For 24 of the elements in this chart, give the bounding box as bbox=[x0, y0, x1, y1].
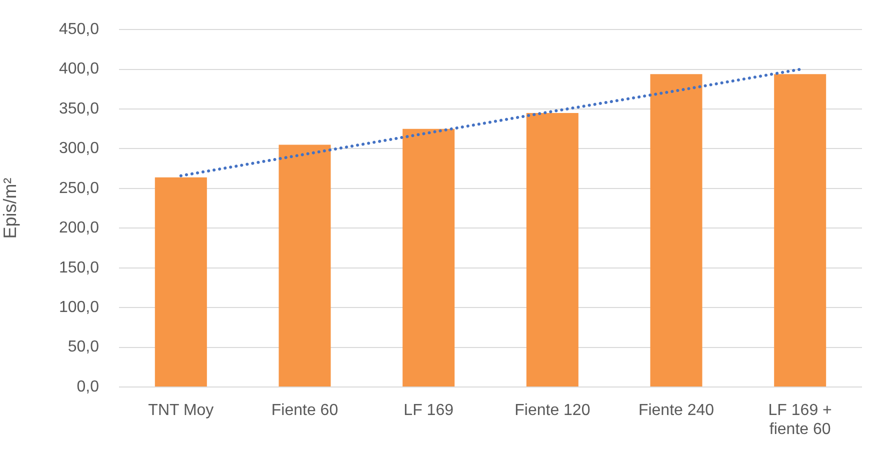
bar bbox=[650, 74, 702, 386]
x-tick-label: Fiente 120 bbox=[514, 402, 590, 420]
x-tick-label: LF 169 bbox=[404, 402, 454, 420]
bar bbox=[402, 128, 455, 386]
y-tick-label: 300,0 bbox=[58, 140, 100, 158]
bar bbox=[774, 74, 826, 386]
y-tick-label: 0,0 bbox=[76, 378, 100, 396]
y-tick-label: 200,0 bbox=[58, 220, 100, 237]
x-tick-label: TNT Moy bbox=[148, 402, 214, 420]
y-tick-label: 350,0 bbox=[58, 100, 100, 118]
y-tick-label: 400,0 bbox=[58, 60, 100, 78]
y-tick-label: 150,0 bbox=[58, 259, 100, 276]
y-axis-title: Epis/m² bbox=[0, 178, 20, 239]
x-tick-label: Fiente 60 bbox=[271, 402, 338, 420]
bar bbox=[278, 144, 331, 386]
y-tick-label: 450,0 bbox=[58, 21, 100, 38]
y-tick-label: 250,0 bbox=[58, 180, 100, 197]
x-tick-label: LF 169 + fiente 60 bbox=[768, 402, 832, 438]
y-tick-label: 50,0 bbox=[68, 338, 100, 356]
x-tick-label: Fiente 240 bbox=[638, 402, 714, 420]
bar bbox=[154, 177, 207, 386]
y-tick-label: 100,0 bbox=[58, 298, 100, 316]
bar bbox=[526, 112, 578, 386]
line-series bbox=[179, 68, 802, 178]
